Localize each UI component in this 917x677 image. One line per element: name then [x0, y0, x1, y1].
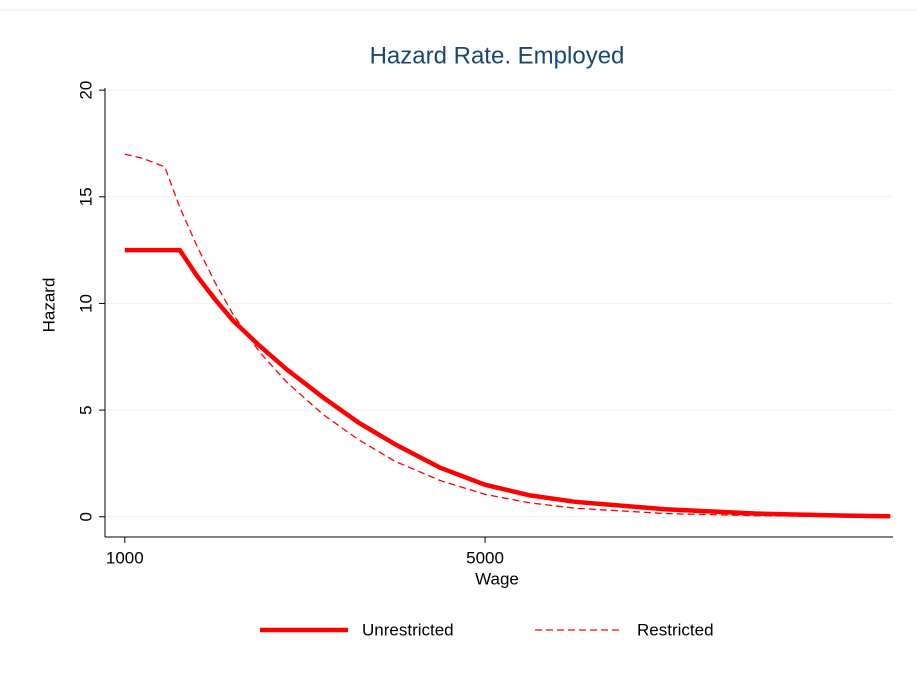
x-tick-label: 5000	[466, 548, 504, 567]
y-tick-label: 20	[76, 81, 95, 100]
y-tick-label: 5	[76, 405, 95, 414]
legend-label: Restricted	[637, 620, 714, 639]
series-line	[124, 247, 891, 519]
series-line	[124, 153, 891, 518]
y-tick-label: 0	[76, 512, 95, 521]
x-tick-label: 1000	[106, 548, 144, 567]
y-tick-label: 15	[76, 187, 95, 206]
chart-title: Hazard Rate. Employed	[370, 42, 625, 69]
y-axis-label: Hazard	[39, 278, 58, 333]
y-tick-label: 10	[76, 294, 95, 313]
legend-label: Unrestricted	[362, 620, 454, 639]
x-axis-label: Wage	[475, 569, 519, 588]
